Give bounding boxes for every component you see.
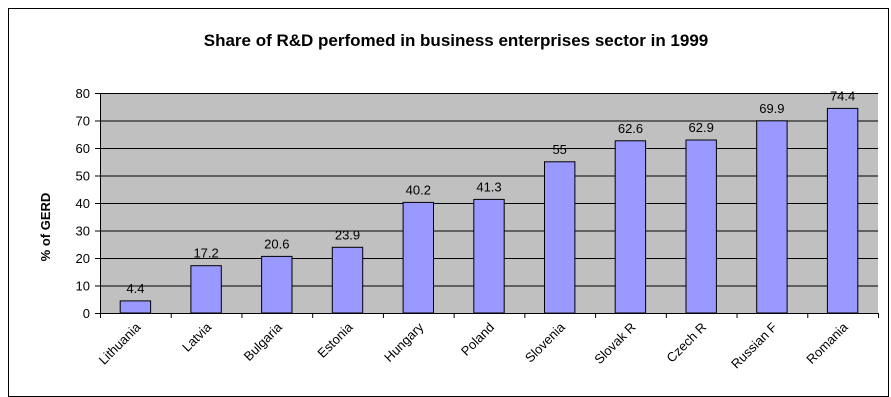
y-tick-label: 70: [76, 114, 90, 129]
y-tick-label: 0: [83, 306, 90, 321]
bar: [827, 108, 857, 313]
bar: [403, 202, 433, 313]
bar: [332, 247, 362, 313]
bar: [545, 162, 575, 313]
data-label: 74.4: [830, 88, 855, 103]
y-tick-label: 20: [76, 251, 90, 266]
data-label: 40.2: [406, 182, 431, 197]
data-label: 62.9: [689, 120, 714, 135]
y-ticks: 0 10 20 30 40 50 60 70 80: [76, 86, 100, 321]
bar: [120, 301, 150, 313]
data-label: 17.2: [193, 246, 218, 261]
y-tick-label: 80: [76, 86, 90, 101]
data-label: 69.9: [759, 101, 784, 116]
bar: [474, 199, 504, 313]
data-label: 20.6: [264, 236, 289, 251]
data-label: 55: [552, 142, 566, 157]
data-label: 62.6: [618, 121, 643, 136]
data-label: 41.3: [476, 179, 501, 194]
bar: [262, 256, 292, 313]
y-tick-label: 30: [76, 224, 90, 239]
y-axis-label: % of GERD: [38, 193, 53, 262]
y-tick-label: 50: [76, 169, 90, 184]
data-label: 23.9: [335, 227, 360, 242]
data-label: 4.4: [126, 281, 144, 296]
bar: [191, 266, 221, 313]
y-tick-label: 40: [76, 196, 90, 211]
y-tick-label: 60: [76, 141, 90, 156]
chart-title: Share of R&D perfomed in business enterp…: [204, 31, 709, 50]
bar: [686, 140, 716, 313]
bar: [757, 121, 787, 313]
y-tick-label: 10: [76, 279, 90, 294]
bar: [615, 141, 645, 313]
